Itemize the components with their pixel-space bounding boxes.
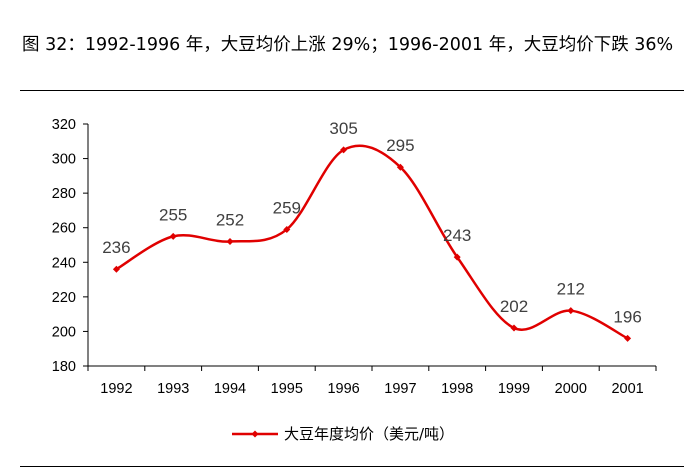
data-label: 259 [273, 198, 301, 217]
data-point [340, 146, 348, 154]
legend-marker [251, 430, 259, 438]
series-layer [112, 144, 632, 342]
y-axis-ticks: 180 200 220 240 260 280 300 320 [52, 117, 88, 375]
data-label: 243 [443, 226, 471, 245]
data-label: 295 [386, 136, 414, 155]
x-tick-label: 2001 [611, 381, 643, 397]
x-axis-ticks: 1992 1993 1994 1995 1996 1997 1998 1999 2000 2001 [87, 366, 657, 397]
data-point [624, 334, 632, 342]
y-tick-label: 260 [52, 221, 76, 237]
x-tick-label: 1996 [327, 381, 359, 397]
x-tick-label: 1998 [441, 381, 473, 397]
x-tick-label: 1997 [384, 381, 416, 397]
legend-label: 大豆年度均价（美元/吨） [284, 425, 454, 443]
y-tick-label: 240 [52, 255, 76, 271]
top-rule [20, 90, 684, 91]
axes [87, 124, 656, 367]
series-line [115, 144, 629, 340]
x-tick-label: 1995 [271, 381, 303, 397]
data-label: 305 [329, 119, 357, 138]
data-point [396, 163, 404, 171]
data-label: 212 [557, 280, 585, 299]
x-tick-label: 2000 [555, 381, 587, 397]
x-tick-label: 1999 [498, 381, 530, 397]
data-point [510, 324, 518, 332]
x-tick-label: 1992 [100, 381, 132, 397]
y-tick-label: 220 [52, 290, 76, 306]
x-tick-label: 1994 [214, 381, 246, 397]
y-tick-label: 280 [52, 186, 76, 202]
data-label: 255 [159, 205, 187, 224]
y-tick-label: 180 [52, 359, 76, 375]
x-tick-label: 1993 [157, 381, 189, 397]
data-label: 252 [216, 211, 244, 230]
y-tick-label: 200 [52, 324, 76, 340]
data-labels: 236 255 252 259 305 295 243 202 212 196 [102, 119, 642, 326]
y-tick-label: 300 [52, 152, 76, 168]
data-label: 196 [613, 307, 641, 326]
data-point [453, 253, 461, 261]
bottom-rule [20, 466, 684, 467]
legend: 大豆年度均价（美元/吨） [232, 425, 454, 443]
data-label: 202 [500, 297, 528, 316]
data-point [112, 265, 120, 273]
data-point [283, 225, 291, 233]
data-point [567, 307, 575, 315]
data-point [226, 238, 234, 246]
data-point [169, 232, 177, 240]
data-label: 236 [102, 238, 130, 257]
chart-title: 图 32：1992-1996 年，大豆均价上涨 29%；1996-2001 年，… [22, 35, 674, 55]
y-tick-label: 320 [52, 117, 76, 133]
